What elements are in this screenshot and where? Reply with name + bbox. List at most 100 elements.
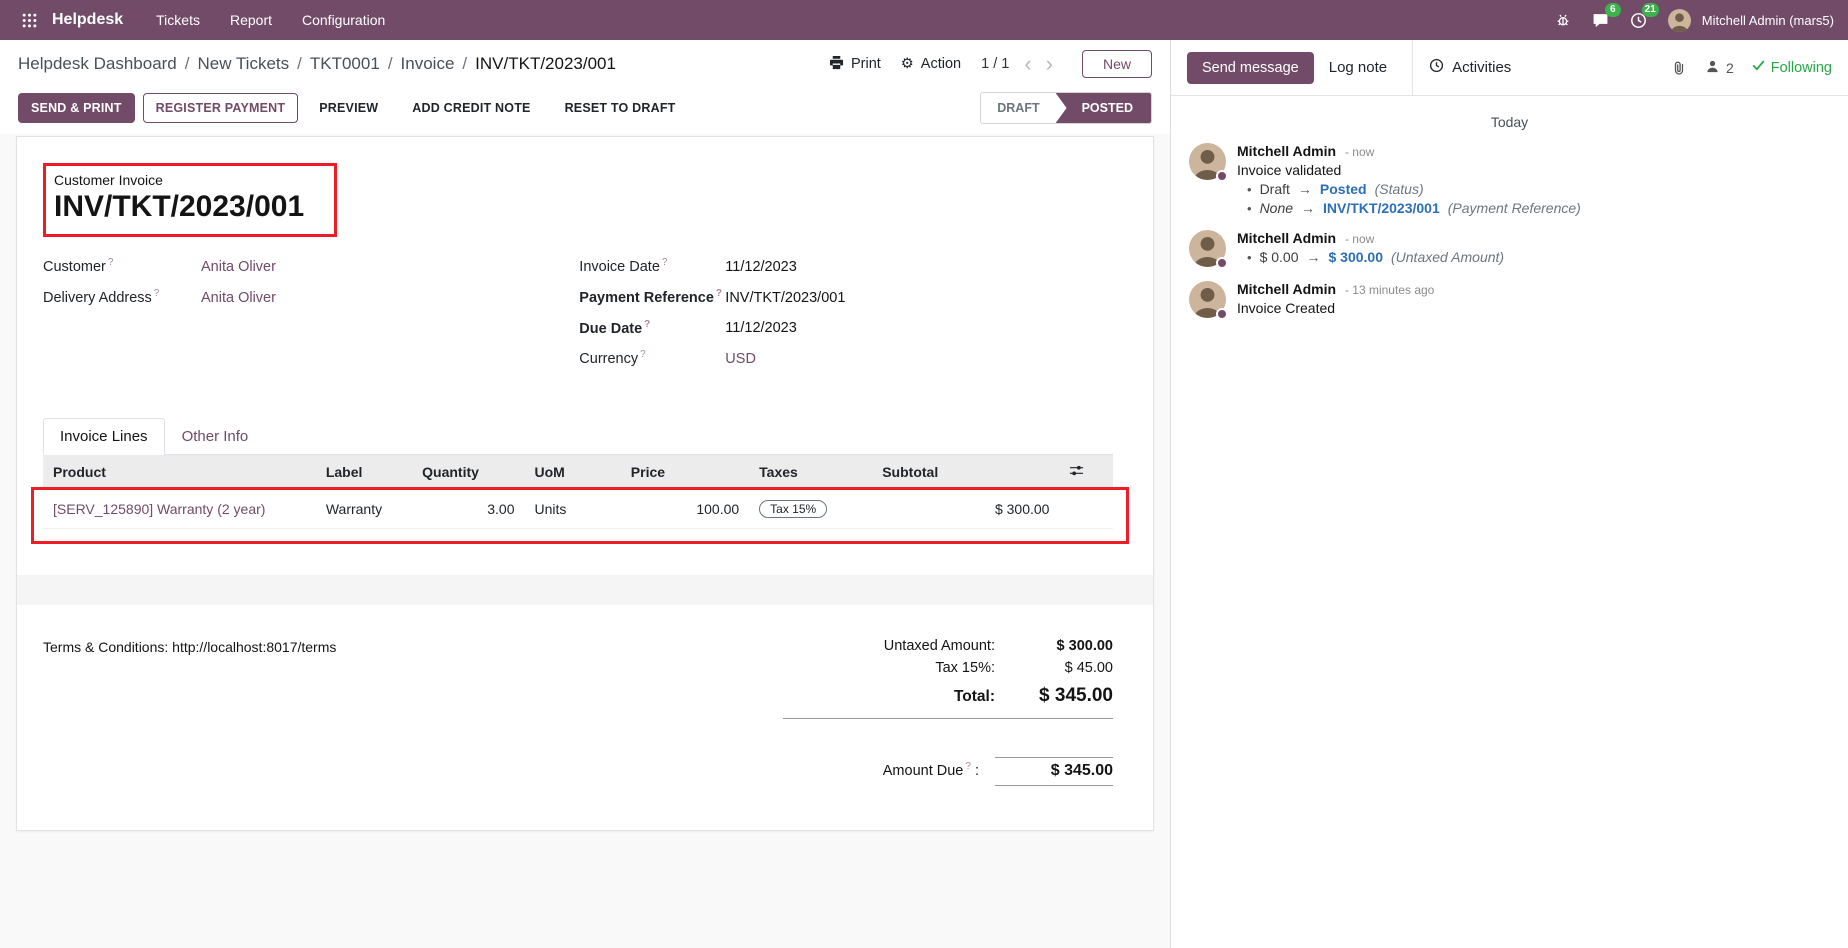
time-dash: - <box>1344 283 1349 297</box>
breadcrumb-separator: / <box>462 54 468 73</box>
delivery-address-label-text: Delivery Address <box>43 289 152 306</box>
preview-button[interactable]: PREVIEW <box>306 93 391 123</box>
new-value: $ 300.00 <box>1328 249 1384 265</box>
pager: 1 / 1 ‹ › <box>981 53 1058 75</box>
pager-value[interactable]: 1 / 1 <box>981 56 1010 72</box>
bullet-icon: • <box>1247 201 1252 216</box>
untaxed-amount-row: Untaxed Amount: $ 300.00 <box>783 635 1113 657</box>
breadcrumb-row: Helpdesk Dashboard / New Tickets / TKT00… <box>0 40 1170 88</box>
line-uom: Units <box>524 489 621 530</box>
help-marker: ? <box>640 349 646 361</box>
untaxed-amount-value: $ 300.00 <box>1056 638 1113 655</box>
check-icon <box>1752 59 1765 76</box>
time-value: now <box>1352 145 1375 159</box>
table-bottom-gap <box>43 529 1113 575</box>
menu-configuration[interactable]: Configuration <box>302 12 386 28</box>
currency-value[interactable]: USD <box>725 351 756 368</box>
amount-due-value: $ 345.00 <box>995 757 1113 787</box>
app-name[interactable]: Helpdesk <box>52 11 124 28</box>
tracked-field-name: (Payment Reference) <box>1447 200 1581 216</box>
register-payment-button[interactable]: REGISTER PAYMENT <box>142 93 299 123</box>
statusbar: DRAFT POSTED <box>980 92 1152 124</box>
invoice-number-title: INV/TKT/2023/001 <box>54 190 305 223</box>
followers-button[interactable]: 2 <box>1705 59 1734 77</box>
message-time: - now <box>1345 145 1374 159</box>
new-button[interactable]: New <box>1081 50 1152 78</box>
optional-columns-icon[interactable] <box>1059 455 1113 491</box>
send-message-button[interactable]: Send message <box>1187 51 1314 84</box>
activities-clock-icon[interactable]: 21 <box>1622 3 1659 37</box>
print-button[interactable]: Print <box>829 55 881 74</box>
time-value: 13 minutes ago <box>1352 283 1435 297</box>
terms-and-conditions: Terms & Conditions: http://localhost:801… <box>43 635 336 786</box>
send-and-print-button[interactable]: SEND & PRINT <box>18 93 135 123</box>
action-label: Action <box>920 56 962 72</box>
tab-other-info[interactable]: Other Info <box>181 428 249 446</box>
invoice-date-value[interactable]: 11/12/2023 <box>725 258 797 275</box>
status-draft[interactable]: DRAFT <box>997 101 1040 115</box>
breadcrumb-new-tickets[interactable]: New Tickets <box>197 54 290 73</box>
presence-indicator <box>1216 170 1228 182</box>
time-dash: - <box>1344 145 1349 159</box>
presence-indicator <box>1216 257 1228 269</box>
payment-reference-value[interactable]: INV/TKT/2023/001 <box>725 289 846 306</box>
arrow-right-icon: → <box>1301 200 1316 216</box>
header-product: Product <box>43 455 316 491</box>
due-date-value[interactable]: 11/12/2023 <box>725 320 797 337</box>
field-column-right: Invoice Date? 11/12/2023 Payment Referen… <box>567 257 1113 380</box>
following-button[interactable]: Following <box>1752 59 1832 76</box>
line-product[interactable]: [SERV_125890] Warranty (2 year) <box>43 489 316 530</box>
apps-grid-icon[interactable] <box>14 5 44 35</box>
breadcrumb-helpdesk-dashboard[interactable]: Helpdesk Dashboard <box>18 54 177 73</box>
status-posted[interactable]: POSTED <box>1055 93 1151 123</box>
followers-icon <box>1705 59 1720 77</box>
invoice-title-annotation-box: Customer Invoice INV/TKT/2023/001 <box>43 163 338 237</box>
activity-clock-icon <box>1429 58 1444 77</box>
reset-to-draft-button[interactable]: RESET TO DRAFT <box>552 93 689 123</box>
invoice-date-label: Invoice Date? <box>579 257 725 275</box>
user-name[interactable]: Mitchell Admin (mars5) <box>1701 12 1834 28</box>
chevron-left-icon[interactable]: ‹ <box>1019 53 1036 75</box>
invoice-line-row[interactable]: [SERV_125890] Warranty (2 year) Warranty… <box>43 489 1113 530</box>
field-delivery-address: Delivery Address? Anita Oliver <box>43 288 567 306</box>
date-separator: Today <box>1490 114 1529 130</box>
action-button[interactable]: ⚙ Action <box>901 56 961 72</box>
old-value: None <box>1259 200 1294 216</box>
printer-icon <box>829 55 844 74</box>
tab-invoice-lines[interactable]: Invoice Lines <box>43 418 165 456</box>
messages-icon[interactable]: 6 <box>1584 3 1621 37</box>
field-currency: Currency? USD <box>579 349 1113 367</box>
message-time: - now <box>1345 232 1374 246</box>
add-credit-note-button[interactable]: ADD CREDIT NOTE <box>399 93 543 123</box>
customer-value[interactable]: Anita Oliver <box>201 258 276 275</box>
message-thread: Today Mitchell Admin - now Invoice valid… <box>1171 96 1848 948</box>
breadcrumb-ticket[interactable]: TKT0001 <box>309 54 380 73</box>
delivery-address-value[interactable]: Anita Oliver <box>201 289 276 306</box>
menu-report[interactable]: Report <box>229 12 272 28</box>
message-author: Mitchell Admin <box>1237 230 1337 246</box>
invoice-lines-table: Product Label Quantity UoM Price Taxes S… <box>43 455 1113 530</box>
breadcrumb-invoice[interactable]: Invoice <box>400 54 455 73</box>
field-payment-reference: Payment Reference? INV/TKT/2023/001 <box>579 288 1113 306</box>
avatar-image <box>1189 281 1226 318</box>
avatar <box>1189 281 1228 320</box>
menu-tickets[interactable]: Tickets <box>156 12 200 28</box>
log-note-button[interactable]: Log note <box>1314 51 1402 84</box>
new-value: Posted <box>1319 181 1367 197</box>
line-taxes: Tax 15% <box>749 489 873 530</box>
tracked-field-name: (Status) <box>1374 181 1424 197</box>
terms-label: Terms & Conditions: <box>43 639 169 656</box>
form-sheet: Customer Invoice INV/TKT/2023/001 Custom… <box>16 136 1154 831</box>
empty-stripe <box>17 575 1153 606</box>
amount-due-colon: : <box>974 763 979 780</box>
payment-reference-label: Payment Reference? <box>579 288 725 306</box>
chevron-right-icon[interactable]: › <box>1041 53 1058 75</box>
total-row: Total: $ 345.00 <box>783 679 1113 710</box>
navbar-left: Helpdesk Tickets Report Configuration <box>14 5 398 35</box>
bug-icon[interactable] <box>1546 3 1580 37</box>
time-dash: - <box>1344 232 1349 246</box>
activities-button[interactable]: Activities <box>1423 50 1517 85</box>
user-avatar[interactable] <box>1667 8 1691 32</box>
paperclip-icon[interactable] <box>1671 60 1687 76</box>
message-content: Mitchell Admin - now Invoice validated •… <box>1237 143 1581 216</box>
